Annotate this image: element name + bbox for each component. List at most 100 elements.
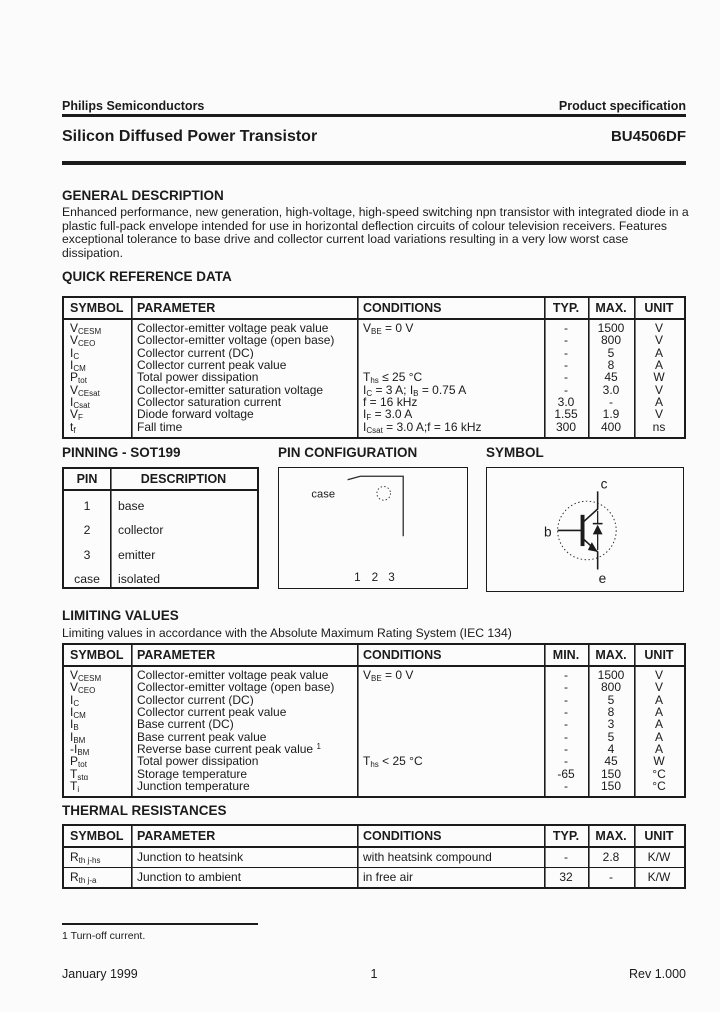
table-cell: - [564,718,568,731]
table-row: case isolated [64,567,257,591]
table-cell: V [654,334,663,347]
table-cell: 8 [607,706,615,719]
table-cell: A [654,693,663,707]
table-cell: collector [118,523,164,538]
general-description-text: Enhanced performance, new generation, hi… [62,205,689,260]
page-title: Silicon Diffused Power Transistor [62,128,318,145]
table-cell: IC [70,693,80,707]
quick-reference-table: SYMBOL PARAMETER CONDITIONS TYP. MAX. UNIT VCE… [62,296,686,440]
collector-label: c [601,476,608,491]
table-body: VCESM Collector-emitter voltage peak valu… [64,667,684,796]
table-cell: 5 [607,693,615,707]
limiting-values-subtitle: Limiting values in accordance with the A… [62,626,512,640]
table-body: VCESM Collector-emitter voltage peak valu… [64,320,684,437]
column-header: PARAMETER [137,301,216,315]
pin-number-2: 2 [372,571,379,584]
table-cell: VCEO [70,681,96,694]
table-cell: °C [652,767,666,781]
column-header: PARAMETER [137,648,216,662]
table-row: 2 collector [64,518,257,542]
table-cell: - [564,730,568,744]
table-row: VCESM Collector-emitter voltage peak valu… [64,322,684,334]
table-cell: 2 [83,523,91,538]
table-cell: case [74,572,100,587]
table-cell: Junction to ambient [137,870,242,884]
pin-configuration-figure: case 1 2 3 [278,467,468,589]
table-cell: base [118,499,145,514]
table-cell: IB [70,718,79,731]
table-cell: Collector-emitter voltage peak value [137,669,329,682]
table-cell: VCESM [70,322,102,335]
emitter-arrow-icon [587,542,598,552]
table-row: Ptot Total power dissipation Ths ≤ 25 °C - 4… [64,371,684,383]
table-cell: - [564,693,568,707]
table-cell: Ptot [70,371,87,384]
pinning-table: PIN DESCRIPTION 1 base 2 collector 3 emitter cas… [62,467,259,589]
table-row: tf Fall time ICsat = 3.0 A;f = 16 kHz 300 40… [64,421,684,433]
table-cell: 4 [607,743,615,756]
table-cell: Base current (DC) [137,718,234,731]
table-cell: ns [652,420,666,434]
table-cell: - [564,850,568,864]
table-cell: VBE = 0 V [363,322,414,335]
table-cell: 1.55 [554,408,578,421]
table-cell: 3.0 [557,396,575,409]
table-cell: - [564,780,568,793]
table-cell: Fall time [137,420,183,434]
table-header-row: SYMBOL PARAMETER CONDITIONS TYP. MAX. UNIT [64,298,684,320]
table-cell: 1 [83,499,91,514]
table-cell: tf [70,420,76,434]
table-cell: Junction to heatsink [137,850,244,864]
table-cell: Collector-emitter voltage (open base) [137,334,335,347]
table-row: IC Collector current (DC) - 5 A [64,347,684,359]
publisher-name: Philips Semiconductors [62,99,205,113]
limiting-values-table: SYMBOL PARAMETER CONDITIONS MIN. MAX. UNIT VCE… [62,643,686,799]
table-row: ICM Collector current peak value - 8 A [64,706,684,718]
table-cell: Total power dissipation [137,755,259,768]
table-cell: - [564,322,568,335]
table-cell [357,334,544,346]
table-cell: emitter [118,547,156,562]
package-outline-icon: case 1 2 3 [311,475,404,584]
table-cell: Collector current peak value [137,359,287,372]
column-header: SYMBOL [70,829,124,843]
table-cell [357,681,544,693]
table-cell: Reverse base current peak value 1 [137,743,321,756]
table-cell: 3.0 [602,383,620,397]
table-cell: 3 [607,718,615,731]
title-row: Silicon Diffused Power Transistor BU4506… [62,128,686,146]
table-cell: K/W [647,870,671,884]
table-cell: - [564,371,568,384]
table-cell: Storage temperature [137,767,248,781]
column-header: CONDITIONS [363,829,442,843]
table-row: Rth j-a Junction to ambient in free air 32 -… [64,867,684,887]
table-cell: 8 [607,359,615,372]
column-header: TYP. [552,301,580,315]
table-cell: Diode forward voltage [137,408,254,421]
table-cell: VF [70,408,83,421]
table-cell: 5 [607,346,615,360]
table-body: Rth j-hs Junction to heatsink with heatsin… [64,848,684,887]
table-cell: IF = 3.0 A [363,408,413,421]
pin-number-1: 1 [354,571,361,584]
table-cell: A [654,396,663,409]
table-cell: Junction temperature [137,780,250,793]
table-cell: Collector-emitter voltage peak value [137,322,329,335]
table-cell: ICM [70,359,86,372]
table-cell: Collector saturation current [137,396,282,409]
table-cell: A [654,346,663,360]
table-cell: 300 [555,420,577,434]
part-number: BU4506DF [610,128,686,145]
table-cell: - [609,396,613,409]
table-cell: Collector current peak value [137,706,287,719]
table-cell: Ptot [70,755,87,768]
table-cell: -IBM [70,743,90,756]
column-header: UNIT [644,301,674,315]
column-header: MAX. [595,301,627,315]
table-cell: Tj [70,780,80,793]
table-cell: IBM [70,730,86,744]
column-header: MIN. [552,648,580,662]
table-cell: Ths < 25 °C [363,755,423,768]
table-cell: - [564,669,568,682]
table-cell: IC [70,346,80,360]
